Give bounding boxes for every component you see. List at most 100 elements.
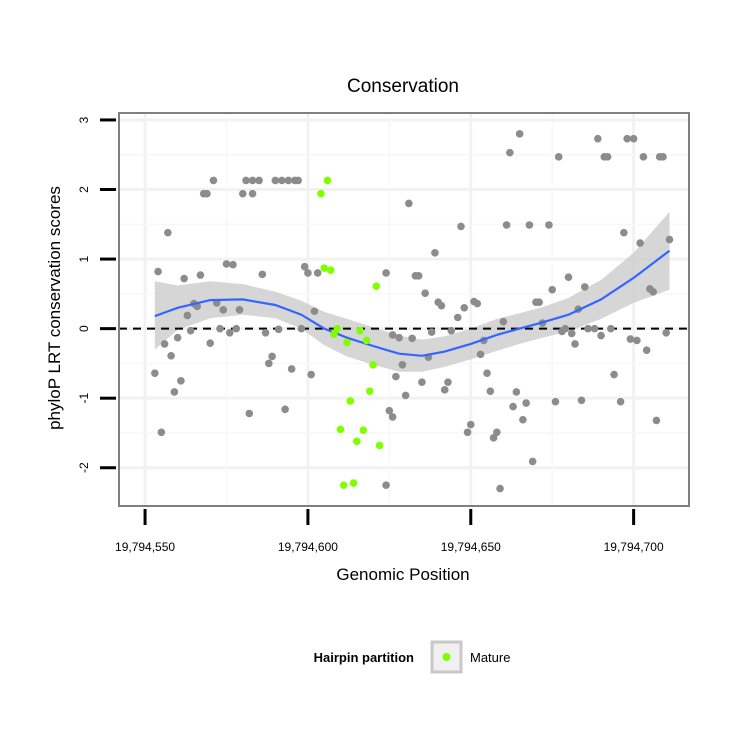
point-other [209, 176, 218, 185]
point-other [382, 481, 390, 489]
point-mature [362, 336, 371, 345]
point-other [597, 331, 605, 340]
point-other [297, 324, 306, 333]
point-other [258, 270, 267, 279]
point-other [216, 324, 224, 333]
point-other [639, 153, 648, 161]
point-other [535, 298, 543, 306]
point-other [610, 370, 618, 379]
point-other [502, 221, 511, 229]
point-other [180, 274, 188, 283]
point-other [486, 387, 495, 396]
y-tick-label: 2 [77, 186, 91, 193]
legend-title: Hairpin partition [314, 650, 414, 665]
legend-label-mature: Mature [470, 650, 510, 665]
legend-mature-marker [442, 653, 451, 661]
point-other [392, 372, 400, 381]
y-tick-label: 1 [77, 255, 91, 262]
point-other [203, 189, 211, 198]
point-other [665, 235, 674, 244]
point-other [642, 346, 651, 354]
plot-panel [118, 112, 690, 507]
point-other [457, 222, 465, 231]
point-other [636, 239, 644, 247]
point-other [427, 328, 436, 336]
point-other [248, 176, 257, 185]
x-tick-label: 19,794,650 [441, 540, 501, 554]
y-tick-label: 0 [77, 325, 91, 332]
point-other [307, 370, 315, 379]
point-other [186, 326, 195, 335]
points-other-series [151, 130, 674, 493]
point-other [284, 176, 293, 185]
point-mature [330, 330, 338, 338]
point-other [473, 299, 482, 308]
point-other [304, 269, 312, 277]
point-other [232, 324, 241, 333]
smooth-line-layer [154, 249, 671, 357]
panel-border [118, 112, 690, 507]
point-other [522, 399, 530, 407]
y-axis: -2 -1 0 1 2 3 [77, 116, 116, 473]
point-other [395, 333, 403, 342]
point-other [545, 221, 553, 229]
point-other [629, 134, 638, 143]
point-other [528, 457, 537, 466]
point-other [229, 260, 237, 269]
point-other [633, 336, 641, 345]
point-mature [352, 437, 361, 446]
point-other [571, 340, 579, 348]
points-mature-series [317, 176, 384, 489]
point-mature [349, 479, 358, 487]
point-other [255, 176, 263, 185]
point-other [206, 339, 214, 348]
x-axis: 19,794,550 19,794,600 19,794,650 19,794,700 [115, 509, 664, 554]
point-other [196, 271, 205, 279]
point-other [652, 416, 661, 425]
point-other [499, 317, 508, 326]
point-other [170, 388, 179, 396]
point-other [248, 189, 257, 198]
point-other [620, 228, 628, 237]
point-other [274, 325, 283, 334]
point-other [515, 130, 524, 138]
point-other [551, 397, 560, 406]
point-other [554, 153, 563, 161]
point-mature [343, 338, 351, 347]
point-other [219, 306, 228, 314]
point-other [483, 369, 491, 377]
chart-title: Conservation [347, 76, 459, 97]
point-other [662, 329, 670, 337]
point-other [548, 285, 556, 294]
point-other [157, 428, 166, 437]
point-other [431, 249, 439, 257]
point-other [388, 331, 397, 339]
point-other [225, 329, 234, 337]
point-other [183, 311, 192, 320]
point-other [590, 324, 599, 333]
point-mature [333, 324, 342, 333]
point-other [154, 267, 162, 276]
point-other [496, 484, 504, 493]
point-other [626, 335, 635, 343]
point-other [509, 402, 517, 411]
point-other [460, 303, 469, 312]
point-other [512, 388, 521, 396]
point-other [437, 301, 446, 310]
point-other [659, 153, 667, 161]
point-other [525, 221, 534, 229]
y-tick-label: -1 [77, 393, 91, 404]
point-other [444, 378, 452, 386]
point-other [151, 369, 159, 377]
point-other [493, 428, 501, 437]
point-other [398, 360, 407, 369]
point-mature [359, 426, 368, 434]
y-tick-label: -2 [77, 462, 91, 473]
point-other [594, 134, 602, 143]
point-mature [366, 387, 374, 396]
point-other [287, 365, 296, 373]
point-other [242, 176, 250, 185]
point-other [388, 413, 397, 421]
point-mature [336, 425, 345, 434]
x-tick-label: 19,794,550 [115, 540, 175, 554]
